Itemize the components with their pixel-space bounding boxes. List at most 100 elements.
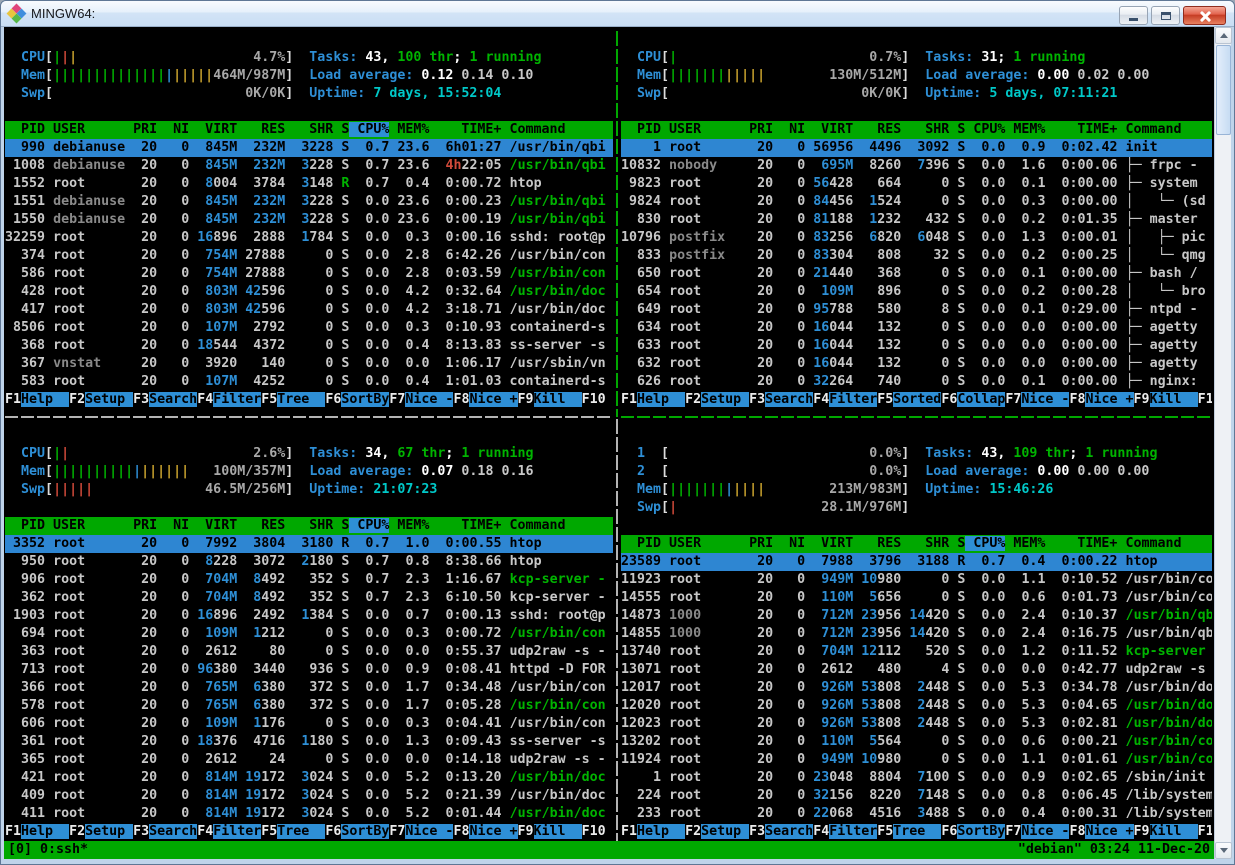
title-bar[interactable]: MINGW64: <box>1 1 1234 27</box>
fkey-F7-nice-[interactable]: F7Nice - <box>389 824 453 839</box>
scroll-down-button[interactable] <box>1215 842 1232 859</box>
fkey-F2-setup[interactable]: F2Setup <box>685 392 749 407</box>
fkey-F3-search[interactable]: F3Search <box>133 392 197 407</box>
process-row[interactable]: 830 root 20 0 81188 1232 432 S 0.0 0.2 0… <box>621 211 1212 229</box>
scroll-thumb[interactable] <box>1216 45 1231 135</box>
fkey-F5-tree[interactable]: F5Tree <box>877 824 941 839</box>
process-row[interactable]: 906 root 20 0 704M 8492 352 S 0.7 2.3 1:… <box>5 571 613 589</box>
fkey-F2-setup[interactable]: F2Setup <box>685 824 749 839</box>
process-row[interactable]: 1550 debianuse 20 0 845M 232M 3228 S 0.0… <box>5 211 613 229</box>
process-row[interactable]: 833 postfix 20 0 83304 808 32 S 0.0 0.2 … <box>621 247 1212 265</box>
table-header[interactable]: PID USER PRI NI VIRT RES SHR S CPU% MEM%… <box>5 517 613 535</box>
process-row[interactable]: 1552 root 20 0 8004 3784 3148 R 0.7 0.4 … <box>5 175 613 193</box>
process-row[interactable]: 362 root 20 0 704M 8492 352 S 0.7 2.3 6:… <box>5 589 613 607</box>
fkey-F6-sortby[interactable]: F6SortBy <box>325 392 389 407</box>
fkey-F9-kill[interactable]: F9Kill <box>1134 824 1198 839</box>
fkey-F3-search[interactable]: F3Search <box>749 392 813 407</box>
process-row[interactable]: 649 root 20 0 95788 580 8 S 0.0 0.1 0:29… <box>621 301 1212 319</box>
htop-pane-top-left[interactable]: CPU[||| 4.7%] Tasks: 43, 100 thr; 1 runn… <box>5 31 613 409</box>
fkey-F2-setup[interactable]: F2Setup <box>69 392 133 407</box>
table-header[interactable]: PID USER PRI NI VIRT RES SHR S CPU% MEM%… <box>621 535 1212 553</box>
process-row[interactable]: 12020 root 20 0 926M 53808 2448 S 0.0 5.… <box>621 697 1212 715</box>
process-row[interactable]: 606 root 20 0 109M 1176 0 S 0.0 0.3 0:04… <box>5 715 613 733</box>
process-row[interactable]: 233 root 20 0 22068 4516 3488 S 0.0 0.4 … <box>621 805 1212 823</box>
tmux-session-window[interactable]: [0] 0:ssh* <box>8 841 88 859</box>
process-row[interactable]: 12017 root 20 0 926M 53808 2448 S 0.0 5.… <box>621 679 1212 697</box>
terminal[interactable]: CPU[||| 4.7%] Tasks: 43, 100 thr; 1 runn… <box>4 27 1214 859</box>
process-row[interactable]: 1 root 20 0 56956 4496 3092 S 0.0 0.9 0:… <box>621 139 1212 157</box>
process-row[interactable]: 421 root 20 0 814M 19172 3024 S 0.0 5.2 … <box>5 769 613 787</box>
process-row[interactable]: 950 root 20 0 8228 3072 2180 S 0.7 0.8 8… <box>5 553 613 571</box>
fkey-F9-kill[interactable]: F9Kill <box>518 392 582 407</box>
fkey-F8-nice+[interactable]: F8Nice + <box>453 824 517 839</box>
process-row[interactable]: 417 root 20 0 803M 42596 0 S 0.0 4.2 3:1… <box>5 301 613 319</box>
process-row[interactable]: 374 root 20 0 754M 27888 0 S 0.0 2.8 6:4… <box>5 247 613 265</box>
process-row[interactable]: 694 root 20 0 109M 1212 0 S 0.0 0.3 0:00… <box>5 625 613 643</box>
table-header[interactable]: PID USER PRI NI VIRT RES SHR S CPU% MEM%… <box>5 121 613 139</box>
fkey-F7-nice-[interactable]: F7Nice - <box>389 392 453 407</box>
process-row[interactable]: 11923 root 20 0 949M 10980 0 S 0.0 1.1 0… <box>621 571 1212 589</box>
fkey-F1-help[interactable]: F1Help <box>621 824 685 839</box>
process-row[interactable]: 586 root 20 0 754M 27888 0 S 0.0 2.8 0:0… <box>5 265 613 283</box>
fkey-F5-sorted[interactable]: F5Sorted <box>877 392 941 407</box>
scrollbar[interactable] <box>1214 27 1231 859</box>
fkey-F1-help[interactable]: F1Help <box>621 392 685 407</box>
process-row[interactable]: 11924 root 20 0 949M 10980 0 S 0.0 1.1 0… <box>621 751 1212 769</box>
process-row[interactable]: 14555 root 20 0 110M 5656 0 S 0.0 0.6 0:… <box>621 589 1212 607</box>
process-row[interactable]: 1551 debianuse 20 0 845M 232M 3228 S 0.0… <box>5 193 613 211</box>
fkey-F4-filter[interactable]: F4Filter <box>813 392 877 407</box>
fkey-F6-sortby[interactable]: F6SortBy <box>325 824 389 839</box>
fkey-F5-tree[interactable]: F5Tree <box>261 392 325 407</box>
process-row[interactable]: 13740 root 20 0 704M 12112 520 S 0.0 1.2… <box>621 643 1212 661</box>
process-row[interactable]: 409 root 20 0 814M 19172 3024 S 0.0 5.2 … <box>5 787 613 805</box>
process-row[interactable]: 363 root 20 0 2612 80 0 S 0.0 0.0 0:55.3… <box>5 643 613 661</box>
process-row[interactable]: 713 root 20 0 96380 3440 936 S 0.0 0.9 0… <box>5 661 613 679</box>
fkey-F4-filter[interactable]: F4Filter <box>813 824 877 839</box>
process-row[interactable]: 368 root 20 0 18544 4372 0 S 0.0 0.4 8:1… <box>5 337 613 355</box>
fkey-F1-help[interactable]: F1Help <box>5 392 69 407</box>
fkey-F7-nice-[interactable]: F7Nice - <box>1005 392 1069 407</box>
fkey-F4-filter[interactable]: F4Filter <box>197 824 261 839</box>
process-row[interactable]: 13202 root 20 0 110M 5564 0 S 0.0 0.6 0:… <box>621 733 1212 751</box>
htop-pane-bottom-right[interactable]: 1 [ 0.0%] Tasks: 43, 109 thr; 1 running … <box>621 427 1212 841</box>
maximize-button[interactable] <box>1151 6 1180 25</box>
process-row[interactable]: 634 root 20 0 16044 132 0 S 0.0 0.0 0:00… <box>621 319 1212 337</box>
process-row[interactable]: 626 root 20 0 32264 740 0 S 0.0 0.1 0:00… <box>621 373 1212 391</box>
process-row[interactable]: 9823 root 20 0 56428 664 0 S 0.0 0.1 0:0… <box>621 175 1212 193</box>
fkey-F8-nice+[interactable]: F8Nice + <box>1069 824 1133 839</box>
fkey-F6-collap[interactable]: F6Collap <box>941 392 1005 407</box>
process-row[interactable]: 1008 debianuse 20 0 845M 232M 3228 S 0.7… <box>5 157 613 175</box>
process-row[interactable]: 14855 1000 20 0 712M 23956 14420 S 0.0 2… <box>621 625 1212 643</box>
process-row[interactable]: 366 root 20 0 765M 6380 372 S 0.0 1.7 0:… <box>5 679 613 697</box>
fkey-F10[interactable]: F10 <box>582 392 606 407</box>
process-row[interactable]: 8506 root 20 0 107M 2792 0 S 0.0 0.3 0:1… <box>5 319 613 337</box>
minimize-button[interactable] <box>1119 6 1148 25</box>
fkey-F8-nice+[interactable]: F8Nice + <box>453 392 517 407</box>
process-row[interactable]: 9824 root 20 0 84456 1524 0 S 0.0 0.3 0:… <box>621 193 1212 211</box>
process-row[interactable]: 1 root 20 0 23048 8804 7100 S 0.0 0.9 0:… <box>621 769 1212 787</box>
fkey-F4-filter[interactable]: F4Filter <box>197 392 261 407</box>
close-button[interactable] <box>1183 6 1226 25</box>
process-row[interactable]: 1903 root 20 0 16896 2492 1384 S 0.0 0.7… <box>5 607 613 625</box>
process-row[interactable]: 650 root 20 0 21440 368 0 S 0.0 0.1 0:00… <box>621 265 1212 283</box>
process-row[interactable]: 428 root 20 0 803M 42596 0 S 0.0 4.2 0:3… <box>5 283 613 301</box>
fkey-F7-nice-[interactable]: F7Nice - <box>1005 824 1069 839</box>
process-row[interactable]: 10832 nobody 20 0 695M 8260 7396 S 0.0 1… <box>621 157 1212 175</box>
process-row[interactable]: 10796 postfix 20 0 83256 6820 6048 S 0.0… <box>621 229 1212 247</box>
process-row[interactable]: 365 root 20 0 2612 24 0 S 0.0 0.0 0:14.1… <box>5 751 613 769</box>
scroll-up-button[interactable] <box>1215 27 1232 44</box>
fkey-F3-search[interactable]: F3Search <box>133 824 197 839</box>
process-row[interactable]: 990 debianuse 20 0 845M 232M 3228 S 0.7 … <box>5 139 613 157</box>
fkey-F5-tree[interactable]: F5Tree <box>261 824 325 839</box>
fkey-F10[interactable]: F10 <box>582 824 606 839</box>
fkey-F9-kill[interactable]: F9Kill <box>518 824 582 839</box>
process-row[interactable]: 633 root 20 0 16044 132 0 S 0.0 0.0 0:00… <box>621 337 1212 355</box>
fkey-F1[interactable]: F1 <box>1198 392 1212 407</box>
fkey-F6-sortby[interactable]: F6SortBy <box>941 824 1005 839</box>
fkey-F1-help[interactable]: F1Help <box>5 824 69 839</box>
process-row[interactable]: 32259 root 20 0 16896 2888 1784 S 0.0 0.… <box>5 229 613 247</box>
process-row[interactable]: 632 root 20 0 16044 132 0 S 0.0 0.0 0:00… <box>621 355 1212 373</box>
process-row[interactable]: 14873 1000 20 0 712M 23956 14420 S 0.0 2… <box>621 607 1212 625</box>
process-row[interactable]: 12023 root 20 0 926M 53808 2448 S 0.0 5.… <box>621 715 1212 733</box>
process-row[interactable]: 583 root 20 0 107M 4252 0 S 0.0 0.4 1:01… <box>5 373 613 391</box>
